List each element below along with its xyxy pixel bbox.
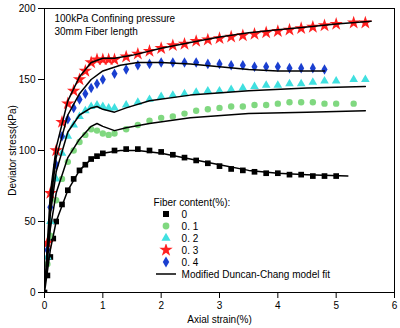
html-text:0. 1: 0. 1 <box>181 220 199 232</box>
svg-text:30mm Fiber length: 30mm Fiber length <box>55 26 138 37</box>
svg-text:0: 0 <box>42 300 48 311</box>
svg-text:0: 0 <box>30 287 36 298</box>
html-text:Modified Duncan-Chang model fi: Modified Duncan-Chang model fit <box>181 268 330 280</box>
html-text:0. 2: 0. 2 <box>181 232 199 244</box>
svg-text:6: 6 <box>392 300 398 311</box>
html-text:0. 3: 0. 3 <box>181 244 199 256</box>
svg-text:100: 100 <box>19 145 36 156</box>
svg-text:4: 4 <box>275 300 281 311</box>
svg-text:Axial strain(%): Axial strain(%) <box>187 314 251 325</box>
svg-text:Deviator stress(kPa): Deviator stress(kPa) <box>7 105 18 196</box>
svg-text:2: 2 <box>158 300 164 311</box>
svg-text:100kPa Confining pressure: 100kPa Confining pressure <box>55 13 176 24</box>
svg-text:3: 3 <box>217 300 223 311</box>
html-text:0: 0 <box>181 208 188 220</box>
html-text:Fiber content(%):: Fiber content(%): <box>153 196 231 208</box>
svg-text:200: 200 <box>19 3 36 14</box>
svg-text:1: 1 <box>100 300 106 311</box>
svg-text:50: 50 <box>24 216 36 227</box>
svg-text:150: 150 <box>19 74 36 85</box>
html-text:0. 4: 0. 4 <box>181 256 199 268</box>
svg-text:5: 5 <box>333 300 339 311</box>
